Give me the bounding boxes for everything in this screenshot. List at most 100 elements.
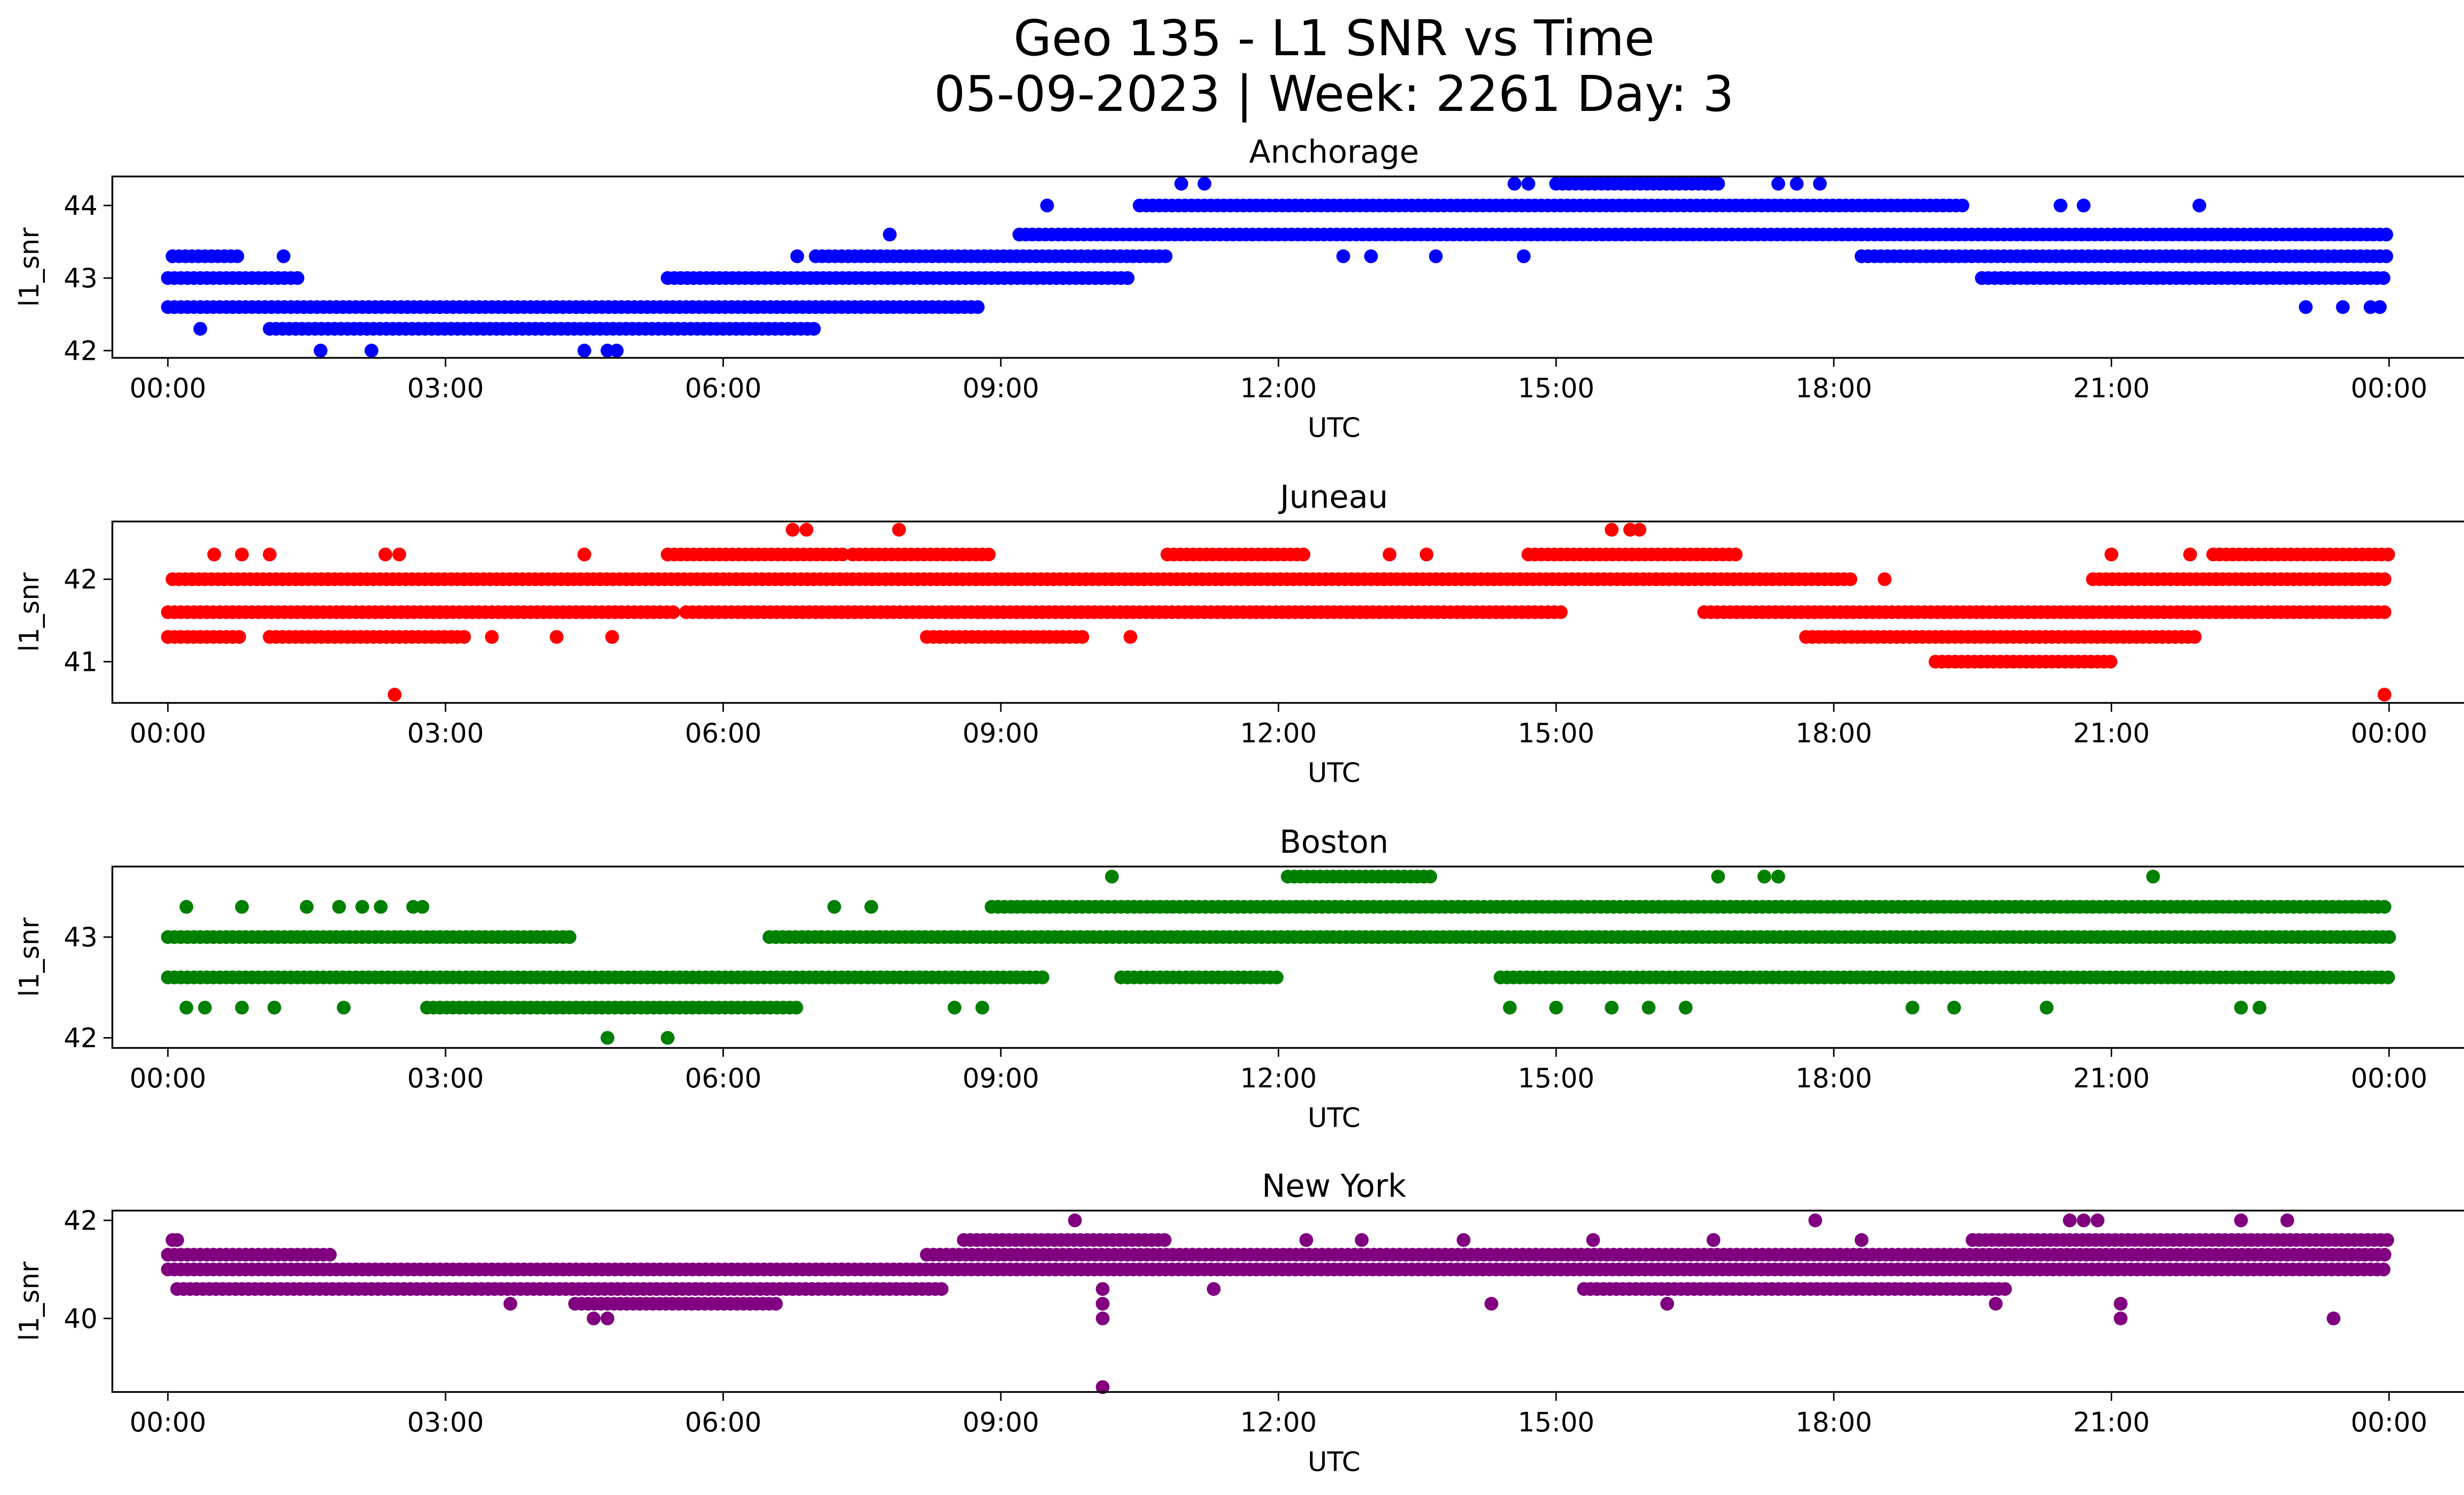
subplot-juneau: Juneau 00:00 03:00 06:00 09:00 12:00 15:00 18:0… — [14, 479, 2464, 788]
data-point — [2103, 655, 2118, 669]
y-axis-label: l1_snr — [14, 572, 45, 652]
x-tick-label: 12:00 — [1240, 373, 1317, 404]
data-point — [2104, 547, 2119, 561]
x-tick-label: 09:00 — [962, 373, 1039, 404]
data-point — [982, 547, 996, 561]
data-point — [1988, 1297, 2003, 1311]
data-point — [179, 1001, 194, 1015]
data-point — [1297, 547, 1310, 561]
data-point — [864, 900, 878, 914]
data-point — [807, 322, 821, 336]
subplot-anchorage: Anchorage 00:00 03:00 06:00 09:00 12:00 15:00 1… — [14, 134, 2464, 443]
panel-title: Anchorage — [1249, 134, 1419, 171]
data-point — [600, 1311, 615, 1325]
panel-title: Boston — [1279, 824, 1388, 861]
panel-title: New York — [1262, 1168, 1406, 1205]
data-point — [1813, 176, 1827, 191]
data-point — [586, 1311, 601, 1325]
data-point — [1095, 1282, 1110, 1296]
x-tick-label: 03:00 — [407, 718, 484, 749]
x-tick-label: 06:00 — [685, 1407, 762, 1438]
data-point — [1456, 1233, 1471, 1247]
scatter-points — [161, 1213, 2395, 1394]
data-point — [666, 605, 681, 619]
figure-title-line1: Geo 135 - L1 SNR vs Time — [1014, 9, 1655, 67]
data-point — [1159, 249, 1173, 263]
x-tick-label: 03:00 — [407, 1063, 484, 1094]
data-point — [1517, 249, 1531, 263]
x-tick-label: 15:00 — [1518, 718, 1595, 749]
data-point — [1549, 1001, 1563, 1015]
data-point — [263, 547, 277, 561]
data-point — [2234, 1213, 2248, 1227]
data-point — [267, 1001, 281, 1015]
data-point — [276, 249, 291, 263]
data-point — [2040, 1001, 2054, 1015]
data-point — [1105, 869, 1119, 884]
scatter-points — [161, 176, 2394, 358]
data-point — [1711, 176, 1725, 191]
data-point — [1808, 1213, 1822, 1227]
data-point — [1905, 1001, 1919, 1015]
data-point — [1586, 1233, 1600, 1247]
x-axis-label: UTC — [1307, 1102, 1360, 1133]
data-point — [230, 249, 244, 263]
data-point — [355, 900, 370, 914]
data-point — [1642, 1001, 1656, 1015]
data-point — [799, 522, 814, 537]
x-tick-label: 06:00 — [685, 373, 762, 404]
data-point — [1364, 249, 1378, 263]
y-tick-label: 40 — [64, 1303, 98, 1334]
data-point — [1040, 198, 1054, 212]
data-point — [1605, 1001, 1619, 1015]
x-tick-label: 06:00 — [685, 1063, 762, 1094]
data-point — [1423, 869, 1437, 884]
data-point — [948, 1001, 961, 1015]
data-point — [562, 930, 577, 944]
data-point — [1095, 1380, 1110, 1394]
data-point — [892, 522, 906, 537]
plot-frame — [111, 1210, 2464, 1393]
x-tick-label: 21:00 — [2073, 373, 2150, 404]
plot-frame — [111, 521, 2464, 704]
data-point — [1336, 249, 1350, 263]
x-tick-label: 06:00 — [685, 718, 762, 749]
x-tick-label: 18:00 — [1795, 373, 1872, 404]
data-point — [769, 1297, 783, 1311]
x-tick-label: 00:00 — [130, 718, 206, 749]
data-point — [1382, 547, 1397, 561]
data-point — [2053, 198, 2068, 212]
x-tick-label: 00:00 — [130, 1063, 206, 1094]
data-point — [1771, 869, 1785, 884]
panel-title: Juneau — [1278, 479, 1388, 516]
x-tick-label: 03:00 — [407, 1407, 484, 1438]
data-point — [1554, 605, 1568, 619]
data-point — [1660, 1297, 1675, 1311]
y-tick-label: 42 — [64, 1205, 98, 1236]
x-tick-label: 18:00 — [1795, 1063, 1872, 1094]
y-tick-label: 43 — [64, 922, 98, 953]
data-point — [2379, 249, 2394, 263]
data-point — [789, 1001, 803, 1015]
x-tick-label: 03:00 — [407, 373, 484, 404]
x-tick-label: 00:00 — [2351, 1407, 2428, 1438]
data-point — [827, 900, 841, 914]
data-point — [415, 900, 430, 914]
x-tick-label: 21:00 — [2073, 1063, 2150, 1094]
data-point — [2188, 630, 2202, 644]
data-point — [1503, 1001, 1517, 1015]
data-point — [1843, 572, 1857, 587]
x-tick-label: 15:00 — [1518, 1407, 1595, 1438]
data-point — [2377, 1248, 2392, 1262]
data-point — [2336, 300, 2350, 314]
data-point — [2376, 271, 2391, 285]
x-tick-label: 00:00 — [130, 1407, 206, 1438]
y-tick-label: 42 — [64, 335, 98, 366]
data-point — [323, 1248, 337, 1262]
data-point — [1998, 1282, 2012, 1296]
data-point — [313, 344, 328, 358]
data-point — [2377, 688, 2392, 702]
figure-title-line2: 05-09-2023 | Week: 2261 Day: 3 — [934, 65, 1734, 123]
data-point — [1123, 630, 1137, 644]
data-point — [549, 630, 564, 644]
